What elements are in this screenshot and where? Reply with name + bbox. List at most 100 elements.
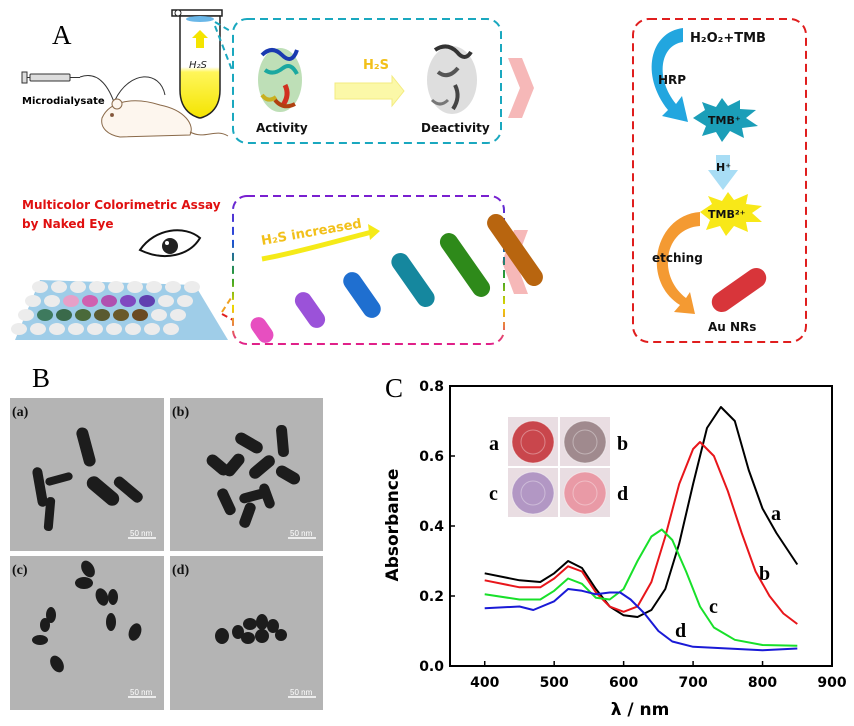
tem-panel-label: (c) (12, 563, 28, 578)
x-axis-label: λ / nm (611, 700, 670, 720)
nanorod (343, 272, 381, 318)
series-line-d (484, 588, 798, 652)
curve-label: a (771, 503, 781, 525)
absorbance-chart: 400 500 600 700 800 900 0.0 0.2 0.4 0.6 0.8 a b c d (419, 379, 847, 691)
tmb-plus-label: TMB⁺ (708, 114, 741, 127)
gold-nanorod-icon (711, 267, 767, 313)
x-tick-label: 700 (678, 675, 707, 691)
well (151, 309, 167, 321)
series-line-a (484, 406, 799, 618)
well (25, 295, 41, 307)
curved-arrow-icon (656, 212, 700, 314)
well (11, 323, 27, 335)
arrowhead-icon (368, 224, 380, 240)
connector-line (221, 294, 234, 313)
tem-panel-label: (a) (12, 405, 29, 420)
well (32, 281, 48, 293)
well (75, 309, 91, 321)
tmb-plus-burst (693, 98, 758, 142)
inset-photos: a b c d (489, 417, 628, 517)
well (106, 323, 122, 335)
well (108, 281, 124, 293)
connector-line (214, 25, 233, 71)
arrow-up-icon (192, 30, 208, 48)
well (125, 323, 141, 335)
well (101, 295, 117, 307)
panel-c: C a b c d 400 500 600 700 800 900 0.0 0.2 0.4 0.6 0.8… (383, 373, 847, 720)
well (158, 295, 174, 307)
panel-c-label: C (385, 373, 403, 403)
nanorod-series (250, 213, 543, 343)
well (177, 295, 193, 307)
tem-image-b (170, 398, 323, 551)
well (146, 281, 162, 293)
well-reflection (572, 429, 598, 455)
connector-line (214, 21, 233, 33)
well (127, 281, 143, 293)
nanorod (487, 213, 543, 287)
nanorod (294, 292, 326, 328)
curve-label: b (759, 563, 770, 585)
well (170, 309, 186, 321)
au-nrs-label: Au NRs (708, 320, 756, 334)
x-tick-label: 500 (540, 675, 569, 691)
nanorod (439, 233, 491, 297)
assay-box (232, 195, 505, 345)
chevron-right-icon (508, 58, 534, 118)
series-line-b (484, 441, 798, 625)
well-solution (563, 471, 607, 515)
well (113, 309, 129, 321)
increase-arrow-icon (261, 229, 373, 262)
assay-title: Multicolor Colorimetric Assay (22, 198, 221, 212)
reaction-box (632, 18, 807, 343)
well-reflection (520, 429, 546, 455)
well (144, 323, 160, 335)
connector-line (221, 313, 234, 321)
well-plate (11, 280, 228, 340)
well (49, 323, 65, 335)
scale-bar-label: 50 nm (130, 529, 153, 538)
well (37, 309, 53, 321)
series-line-c (484, 528, 798, 647)
tem-panel-label: (d) (172, 563, 189, 578)
well (44, 295, 60, 307)
h-plus-label: H⁺ (716, 161, 731, 174)
well (56, 309, 72, 321)
deactivity-label: Deactivity (421, 121, 490, 135)
inactive-enzyme-icon (427, 44, 477, 114)
well (163, 323, 179, 335)
mouse-illustration (101, 98, 229, 138)
well (63, 295, 79, 307)
y-tick-label: 0.0 (419, 659, 444, 675)
well-solution (511, 420, 555, 464)
scale-bar-label: 50 nm (290, 529, 313, 538)
tem-panel-label: (b) (172, 405, 189, 420)
curved-arrow-icon (651, 28, 688, 122)
eye-icon (138, 229, 202, 257)
enzyme-box (232, 18, 502, 144)
y-tick-label: 0.8 (419, 379, 444, 395)
h2s-increased-label: H₂S increased (260, 216, 363, 248)
panel-a: A Microdialysate H₂S (11, 9, 807, 345)
tem-image-d (170, 556, 323, 710)
tube-h2s-label: H₂S (189, 60, 208, 71)
panel-a-label: A (52, 20, 72, 50)
y-axis-label: Absorbance (383, 469, 403, 582)
well-reflection (520, 480, 546, 506)
well-solution (563, 420, 607, 464)
well (30, 323, 46, 335)
well (68, 323, 84, 335)
x-tick-label: 400 (470, 675, 499, 691)
well (120, 295, 136, 307)
well (51, 281, 67, 293)
well (184, 281, 200, 293)
inset-label: a (489, 433, 499, 455)
arrow-down-icon (708, 155, 738, 190)
tmb-2plus-label: TMB²⁺ (708, 208, 746, 221)
tem-image-c (10, 556, 164, 710)
well (94, 309, 110, 321)
tmb-2plus-burst (700, 192, 762, 236)
x-tick-label: 600 (609, 675, 638, 691)
y-tick-label: 0.2 (419, 589, 444, 605)
well (70, 281, 86, 293)
